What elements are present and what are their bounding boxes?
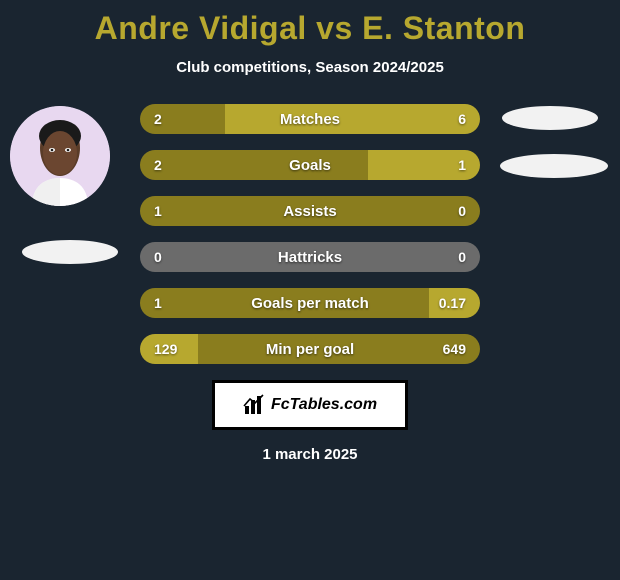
stat-bar-row: 1 0 Assists <box>140 196 480 226</box>
stat-value-right: 649 <box>443 341 466 357</box>
brand-box[interactable]: FcTables.com <box>212 380 408 430</box>
stat-bar-row: 2 1 Goals <box>140 150 480 180</box>
stat-bar-left-fill <box>140 104 225 134</box>
stat-value-right: 0 <box>458 203 466 219</box>
stat-value-left: 1 <box>154 295 162 311</box>
stat-value-left: 1 <box>154 203 162 219</box>
stat-bar-left-fill <box>140 150 368 180</box>
stat-bars: 2 6 Matches 2 1 Goals 1 0 Assists 0 0 Hattricks 1 0.1… <box>140 104 480 364</box>
stat-bar-row: 2 6 Matches <box>140 104 480 134</box>
stat-label: Goals per match <box>251 295 369 312</box>
player-left-shadow <box>22 240 118 264</box>
stat-value-left: 2 <box>154 157 162 173</box>
avatar-icon <box>10 106 110 206</box>
subtitle: Club competitions, Season 2024/2025 <box>0 59 620 76</box>
date-label: 1 march 2025 <box>0 446 620 463</box>
stat-value-left: 0 <box>154 249 162 265</box>
brand-chart-icon <box>243 394 265 416</box>
stat-label: Matches <box>280 111 340 128</box>
stat-bar-row: 129 649 Min per goal <box>140 334 480 364</box>
stat-bar-right-fill <box>225 104 480 134</box>
stat-value-right: 0.17 <box>439 295 466 311</box>
stat-label: Min per goal <box>266 341 354 358</box>
stat-bar-row: 1 0.17 Goals per match <box>140 288 480 318</box>
stat-value-left: 2 <box>154 111 162 127</box>
stat-label: Hattricks <box>278 249 342 266</box>
player-right-shadow-1 <box>502 106 598 130</box>
page-title: Andre Vidigal vs E. Stanton <box>0 0 620 47</box>
stat-value-left: 129 <box>154 341 177 357</box>
brand-text: FcTables.com <box>271 396 377 414</box>
stat-label: Goals <box>289 157 331 174</box>
stat-value-right: 6 <box>458 111 466 127</box>
stat-value-right: 1 <box>458 157 466 173</box>
stat-bar-row: 0 0 Hattricks <box>140 242 480 272</box>
comparison-content: 2 6 Matches 2 1 Goals 1 0 Assists 0 0 Hattricks 1 0.1… <box>0 104 620 463</box>
player-right-shadow-2 <box>500 154 608 178</box>
stat-label: Assists <box>283 203 336 220</box>
stat-value-right: 0 <box>458 249 466 265</box>
player-left-avatar <box>10 106 110 206</box>
